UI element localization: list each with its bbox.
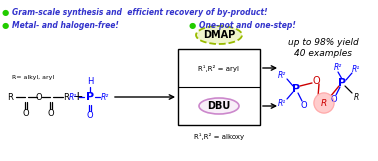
Circle shape [314, 93, 334, 113]
Text: R¹: R¹ [352, 65, 360, 74]
Text: R: R [353, 93, 359, 101]
Text: DBU: DBU [208, 101, 231, 111]
Text: R²: R² [334, 62, 342, 71]
Text: R: R [63, 93, 69, 101]
Text: ●: ● [188, 20, 196, 29]
Text: Gram-scale synthesis and  efficient recovery of by-product!: Gram-scale synthesis and efficient recov… [12, 8, 268, 16]
Ellipse shape [199, 98, 239, 114]
Text: O: O [36, 93, 42, 101]
Text: P: P [86, 92, 94, 102]
Text: R²: R² [278, 71, 286, 80]
Text: O: O [87, 110, 93, 119]
Text: O: O [301, 100, 307, 109]
Text: R¹: R¹ [69, 93, 77, 101]
Text: R: R [321, 99, 327, 108]
Text: ●: ● [2, 20, 9, 29]
Text: R¹: R¹ [278, 99, 286, 108]
Text: R¹,R² = aryl: R¹,R² = aryl [198, 65, 240, 71]
Text: R¹,R² = alkoxy: R¹,R² = alkoxy [194, 133, 244, 141]
Text: P: P [338, 78, 346, 88]
Text: O: O [312, 76, 320, 86]
Text: R²: R² [101, 93, 109, 101]
Text: ●: ● [2, 8, 9, 16]
Text: up to 98% yield: up to 98% yield [288, 38, 358, 47]
Text: O: O [23, 109, 29, 118]
Text: O: O [48, 109, 54, 118]
Text: Metal- and halogen-free!: Metal- and halogen-free! [12, 20, 119, 29]
Text: One-pot and one-step!: One-pot and one-step! [199, 20, 296, 29]
Text: P: P [292, 84, 300, 94]
Text: 40 examples: 40 examples [294, 48, 352, 57]
Text: +: + [73, 90, 83, 104]
Text: H: H [87, 76, 93, 85]
Ellipse shape [196, 26, 242, 44]
Text: R: R [7, 93, 13, 101]
Text: DMAP: DMAP [203, 30, 235, 40]
Text: R= alkyl, aryl: R= alkyl, aryl [12, 75, 54, 80]
Text: O: O [331, 95, 337, 104]
